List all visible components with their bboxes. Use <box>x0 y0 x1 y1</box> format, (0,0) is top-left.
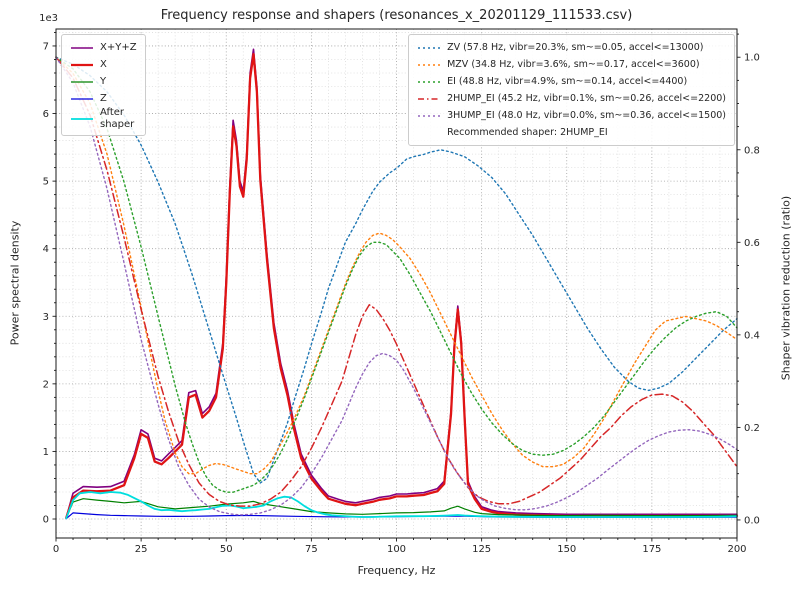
y-right-tick-label: 0.2 <box>744 423 760 434</box>
y-left-tick-label: 4 <box>43 244 49 255</box>
legend-entry-x: X <box>70 56 137 73</box>
x-tick-label: 50 <box>220 544 233 555</box>
legend-entry-after: After shaper <box>70 107 137 131</box>
legend-line-sample <box>71 80 93 83</box>
series-after-shaper <box>65 491 738 520</box>
legend-label: 2HUMP_EI (45.2 Hz, vibr=0.1%, sm~=0.26, … <box>447 92 726 104</box>
x-tick-label: 125 <box>472 544 491 555</box>
legend-label: MZV (34.8 Hz, vibr=3.6%, sm~=0.17, accel… <box>447 58 700 70</box>
legend-label: Z <box>100 92 107 104</box>
legend-label: X <box>100 58 107 70</box>
y-left-tick-label: 1 <box>43 447 49 458</box>
legend-entry-y: Y <box>70 73 137 90</box>
x-tick-label: 0 <box>53 544 59 555</box>
series-ei <box>55 56 738 493</box>
legend-entry-zv: ZV (57.8 Hz, vibr=20.3%, sm~=0.05, accel… <box>417 39 726 56</box>
y-right-tick-label: 1.0 <box>744 53 760 64</box>
legend-label: EI (48.8 Hz, vibr=4.9%, sm~=0.14, accel<… <box>447 75 688 87</box>
legend-sample-empty <box>417 127 441 139</box>
legend-line-sample <box>418 46 441 49</box>
y-right-tick-label: 0.6 <box>744 238 760 249</box>
legend-label: ZV (57.8 Hz, vibr=20.3%, sm~=0.05, accel… <box>447 41 704 53</box>
legend-label: 3HUMP_EI (48.0 Hz, vibr=0.0%, sm~=0.36, … <box>447 109 726 121</box>
legend-line-sample <box>71 46 93 49</box>
y-axis-left-label: Power spectral density <box>8 220 22 346</box>
legend-label: Recommended shaper: 2HUMP_EI <box>447 126 608 138</box>
legend-line-sample <box>418 114 441 117</box>
legend-line-sample <box>418 80 441 83</box>
x-tick-label: 75 <box>305 544 318 555</box>
x-tick-label: 25 <box>135 544 148 555</box>
legend-entry-mzv: MZV (34.8 Hz, vibr=3.6%, sm~=0.17, accel… <box>417 56 726 73</box>
series-mzv <box>55 56 738 475</box>
legend-psd: X+Y+Z X Y Z After shaper <box>61 34 146 136</box>
legend-label: X+Y+Z <box>100 41 137 53</box>
y-right-tick-label: 0.4 <box>744 330 760 341</box>
y-axis-right-label: Shaper vibration reduction (ratio) <box>779 195 793 381</box>
y-left-tick-label: 7 <box>43 41 49 52</box>
x-axis-label: Frequency, Hz <box>357 564 436 577</box>
x-tick-label: 150 <box>557 544 576 555</box>
y-left-tick-label: 2 <box>43 379 49 390</box>
y-left-tick-label: 5 <box>43 177 49 188</box>
legend-entry-x+y+z: X+Y+Z <box>70 39 137 56</box>
legend-entry-z: Z <box>70 90 137 107</box>
y-axis-offset-label: 1e3 <box>39 13 58 24</box>
y-right-tick-label: 0.8 <box>744 145 760 156</box>
x-tick-label: 100 <box>387 544 406 555</box>
series-x <box>65 52 739 520</box>
y-left-tick-label: 6 <box>43 109 49 120</box>
x-tick-label: 175 <box>642 544 661 555</box>
series-y <box>65 498 738 519</box>
series-zv <box>55 56 738 484</box>
chart-title: Frequency response and shapers (resonanc… <box>160 8 633 23</box>
legend-entry-2hump_ei: 2HUMP_EI (45.2 Hz, vibr=0.1%, sm~=0.26, … <box>417 90 726 107</box>
legend-line-sample <box>418 63 441 66</box>
legend-entry-3hump_ei: 3HUMP_EI (48.0 Hz, vibr=0.0%, sm~=0.36, … <box>417 107 726 124</box>
legend-line-sample <box>418 97 441 100</box>
y-left-tick-label: 0 <box>43 515 49 526</box>
series-3hump_ei <box>55 56 738 516</box>
y-right-tick-label: 0.0 <box>744 515 760 526</box>
legend-line-sample <box>71 118 93 120</box>
series-2hump_ei <box>55 56 738 507</box>
legend-label: Y <box>100 75 107 87</box>
legend-shapers: ZV (57.8 Hz, vibr=20.3%, sm~=0.05, accel… <box>408 34 735 146</box>
legend-line-sample <box>71 97 93 100</box>
legend-entry-ei: EI (48.8 Hz, vibr=4.9%, sm~=0.14, accel<… <box>417 73 726 90</box>
legend-label: After shaper <box>100 107 135 130</box>
y-left-tick-label: 3 <box>43 312 49 323</box>
x-tick-label: 200 <box>727 544 746 555</box>
legend-line-sample <box>71 63 93 66</box>
recommended-shaper-note: Recommended shaper: 2HUMP_EI <box>417 124 726 141</box>
